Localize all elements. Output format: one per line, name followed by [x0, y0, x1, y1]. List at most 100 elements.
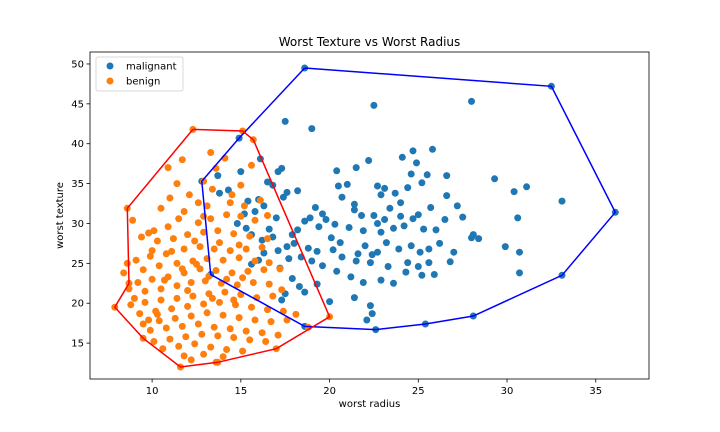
benign-point-85	[278, 286, 286, 294]
benign-point-98	[168, 305, 176, 313]
benign-point-159	[185, 191, 193, 199]
x-tick-label-10: 10	[146, 386, 159, 397]
malignant-point-141	[402, 268, 410, 276]
benign-point-168	[145, 316, 153, 324]
benign-point-146	[223, 275, 231, 283]
benign-point-53	[162, 250, 170, 258]
benign-point-19	[237, 181, 245, 189]
malignant-point-20	[409, 147, 417, 155]
malignant-point-31	[283, 188, 291, 196]
benign-point-151	[178, 265, 186, 273]
x-axis-label: worst radius	[339, 399, 401, 410]
benign-point-37	[150, 227, 158, 235]
benign-point-78	[173, 282, 181, 290]
benign-point-16	[178, 156, 186, 164]
y-tick-label-35: 35	[71, 179, 84, 190]
benign-point-33	[207, 215, 215, 223]
benign-point-63	[251, 257, 259, 265]
benign-point-108	[267, 318, 275, 326]
benign-point-155	[235, 241, 243, 249]
malignant-point-35	[251, 208, 259, 215]
malignant-point-135	[432, 226, 440, 234]
malignant-point-106	[409, 215, 417, 223]
benign-point-129	[214, 332, 222, 340]
benign-point-38	[138, 233, 145, 241]
benign-point-35	[175, 215, 183, 223]
benign-point-41	[184, 231, 192, 239]
benign-point-69	[212, 267, 220, 274]
benign-point-117	[146, 326, 154, 334]
y-axis-label: worst texture	[55, 182, 66, 249]
malignant-point-24	[423, 171, 431, 179]
benign-point-132	[166, 335, 174, 343]
benign-point-80	[201, 277, 209, 285]
malignant-point-94	[475, 235, 483, 243]
benign-point-113	[187, 312, 195, 320]
benign-point-66	[260, 266, 268, 274]
benign-point-67	[244, 267, 252, 275]
malignant-point-36	[260, 202, 268, 210]
benign-point-92	[173, 294, 181, 302]
benign-point-17	[207, 149, 215, 156]
benign-point-28	[256, 196, 264, 204]
axes-frame	[89, 51, 650, 380]
malignant-point-25	[443, 172, 451, 180]
benign-point-116	[139, 320, 147, 328]
malignant-point-21	[429, 145, 436, 153]
y-tick-label-30: 30	[71, 219, 84, 230]
malignant-point-65	[425, 245, 433, 253]
malignant-point-17	[352, 164, 360, 172]
malignant-point-145	[347, 273, 355, 281]
benign-point-31	[237, 212, 245, 220]
benign-point-166	[120, 269, 128, 277]
benign-point-83	[249, 279, 257, 286]
benign-point-138	[223, 346, 231, 353]
malignant-point-151	[274, 247, 282, 255]
benign-point-158	[228, 191, 236, 199]
benign-point-128	[230, 334, 238, 341]
legend-label-benign: benign	[126, 77, 160, 88]
malignant-point-32	[294, 187, 302, 195]
malignant-point-124	[224, 186, 232, 194]
malignant-point-84	[301, 288, 309, 296]
malignant-point-133	[400, 222, 408, 230]
malignant-point-92	[430, 271, 438, 278]
malignant-point-15	[370, 101, 378, 109]
malignant-point-13	[281, 117, 289, 125]
benign-point-153	[191, 237, 199, 245]
malignant-point-99	[491, 175, 499, 183]
malignant-point-42	[374, 182, 381, 190]
chart-title: Worst Texture vs Worst Radius	[279, 35, 461, 49]
benign-hull-line	[113, 128, 331, 368]
benign-point-7	[187, 356, 195, 364]
malignant-point-62	[395, 245, 403, 253]
benign-point-100	[200, 300, 208, 308]
malignant-point-137	[459, 213, 467, 221]
malignant-point-148	[308, 257, 316, 265]
benign-point-141	[200, 350, 208, 358]
benign-point-127	[246, 336, 254, 344]
malignant-point-75	[313, 247, 321, 255]
malignant-point-68	[414, 263, 422, 270]
malignant-point-1	[468, 97, 475, 105]
malignant-point-91	[418, 271, 426, 279]
malignant-point-39	[338, 193, 346, 201]
benign-point-125	[274, 331, 282, 339]
malignant-point-108	[381, 216, 389, 223]
malignant-point-60	[374, 248, 381, 256]
benign-point-77	[157, 285, 165, 293]
benign-point-89	[221, 288, 229, 296]
malignant-point-88	[366, 302, 374, 310]
malignant-point-98	[514, 214, 522, 222]
y-tick-label-25: 25	[71, 259, 84, 270]
malignant-point-80	[288, 275, 296, 282]
benign-point-133	[150, 338, 158, 345]
malignant-point-112	[331, 220, 339, 228]
malignant-point-72	[352, 257, 360, 265]
benign-point-36	[164, 223, 172, 231]
malignant-point-123	[244, 197, 252, 205]
x-tick-label-20: 20	[323, 386, 336, 397]
malignant-point-52	[319, 210, 326, 218]
malignant-point-115	[294, 226, 302, 234]
benign-point-140	[219, 353, 227, 361]
